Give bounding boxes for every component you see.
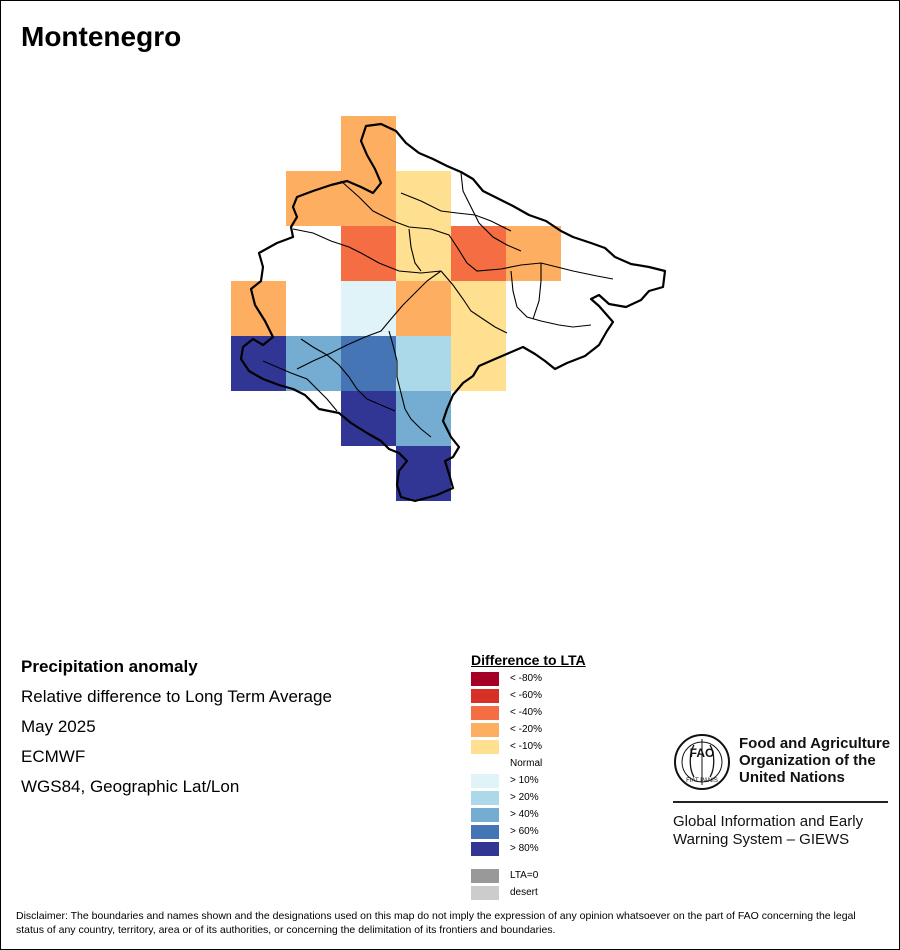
info-projection: WGS84, Geographic Lat/Lon bbox=[21, 777, 240, 796]
disclaimer: Disclaimer: The boundaries and names sho… bbox=[16, 910, 856, 936]
legend-swatch bbox=[471, 774, 499, 788]
grid-cell bbox=[341, 171, 396, 226]
legend: Difference to LTA < -80% < -60% < -40% < -2… bbox=[471, 652, 586, 903]
legend-swatch bbox=[471, 706, 499, 720]
fao-name-line2: Organization of the bbox=[739, 752, 876, 769]
legend-extra-swatch bbox=[471, 886, 499, 900]
legend-row: > 80% bbox=[471, 842, 586, 859]
legend-extra-swatch bbox=[471, 869, 499, 883]
grid-cell bbox=[451, 281, 506, 336]
grid-cell bbox=[341, 116, 396, 171]
info-subtitle: Relative difference to Long Term Average bbox=[21, 687, 332, 706]
legend-row: < -80% bbox=[471, 672, 586, 689]
grid-cell bbox=[231, 336, 286, 391]
info-period: May 2025 bbox=[21, 717, 96, 736]
grid-cell bbox=[396, 171, 451, 226]
logo-divider bbox=[673, 801, 888, 803]
giews-line2: Warning System – GIEWS bbox=[673, 831, 850, 848]
legend-row: > 40% bbox=[471, 808, 586, 825]
fao-name-line1: Food and Agriculture bbox=[739, 735, 891, 752]
grid-cell bbox=[286, 171, 341, 226]
country-boundary bbox=[239, 122, 667, 503]
info-heading: Precipitation anomaly bbox=[21, 657, 198, 676]
legend-label: Normal bbox=[510, 758, 543, 769]
giews-name: Global Information and Early Warning Sys… bbox=[673, 813, 893, 849]
legend-label: > 60% bbox=[510, 826, 539, 837]
legend-row: > 60% bbox=[471, 825, 586, 842]
legend-label: > 10% bbox=[510, 775, 539, 786]
legend-label: > 20% bbox=[510, 792, 539, 803]
legend-items: < -80% < -60% < -40% < -20% < -10% Normal > 10… bbox=[471, 672, 586, 859]
grid-cell bbox=[341, 336, 396, 391]
legend-label: < -60% bbox=[510, 690, 542, 701]
grid-cell bbox=[451, 226, 506, 281]
legend-label: < -40% bbox=[510, 707, 542, 718]
legend-label: > 40% bbox=[510, 809, 539, 820]
legend-row: < -10% bbox=[471, 740, 586, 757]
legend-extra: LTA=0 desert bbox=[471, 869, 586, 903]
legend-label: < -20% bbox=[510, 724, 542, 735]
legend-label: < -10% bbox=[510, 741, 542, 752]
legend-row: < -40% bbox=[471, 706, 586, 723]
grid-cell bbox=[341, 226, 396, 281]
emblem-motto: FIAT PANIS bbox=[686, 778, 718, 784]
grid-cell bbox=[286, 336, 341, 391]
legend-swatch bbox=[471, 723, 499, 737]
map-info: Precipitation anomaly Relative differenc… bbox=[21, 657, 332, 807]
legend-label: < -80% bbox=[510, 673, 542, 684]
fao-name-line3: United Nations bbox=[739, 769, 845, 786]
grid-cell bbox=[396, 336, 451, 391]
legend-swatch bbox=[471, 842, 499, 856]
legend-swatch bbox=[471, 825, 499, 839]
grid-cell bbox=[231, 281, 286, 336]
legend-row: < -60% bbox=[471, 689, 586, 706]
legend-label: > 80% bbox=[510, 843, 539, 854]
legend-row: > 20% bbox=[471, 791, 586, 808]
info-source: ECMWF bbox=[21, 747, 86, 766]
legend-swatch bbox=[471, 757, 499, 771]
giews-line1: Global Information and Early bbox=[673, 813, 864, 830]
legend-swatch bbox=[471, 808, 499, 822]
emblem-text: FAO bbox=[690, 746, 715, 760]
legend-extra-row: LTA=0 bbox=[471, 869, 586, 886]
legend-swatch bbox=[471, 791, 499, 805]
legend-swatch bbox=[471, 740, 499, 754]
legend-swatch bbox=[471, 672, 499, 686]
internal-boundaries bbox=[262, 172, 614, 438]
legend-row: Normal bbox=[471, 757, 586, 774]
fao-name: Food and Agriculture Organization of the… bbox=[739, 735, 899, 786]
legend-row: < -20% bbox=[471, 723, 586, 740]
grid-cell bbox=[341, 281, 396, 336]
legend-extra-label: desert bbox=[510, 887, 538, 898]
grid-cell bbox=[396, 281, 451, 336]
anomaly-grid bbox=[231, 116, 561, 501]
legend-extra-row: desert bbox=[471, 886, 586, 903]
grid-cell bbox=[396, 391, 451, 446]
fao-emblem-icon: FAO FIAT PANIS bbox=[674, 734, 730, 790]
grid-cell bbox=[451, 336, 506, 391]
legend-title: Difference to LTA bbox=[471, 652, 586, 668]
legend-extra-label: LTA=0 bbox=[510, 870, 539, 881]
anomaly-map bbox=[231, 116, 667, 503]
map-title: Montenegro bbox=[21, 21, 182, 52]
grid-cell bbox=[506, 226, 561, 281]
legend-swatch bbox=[471, 689, 499, 703]
legend-row: > 10% bbox=[471, 774, 586, 791]
